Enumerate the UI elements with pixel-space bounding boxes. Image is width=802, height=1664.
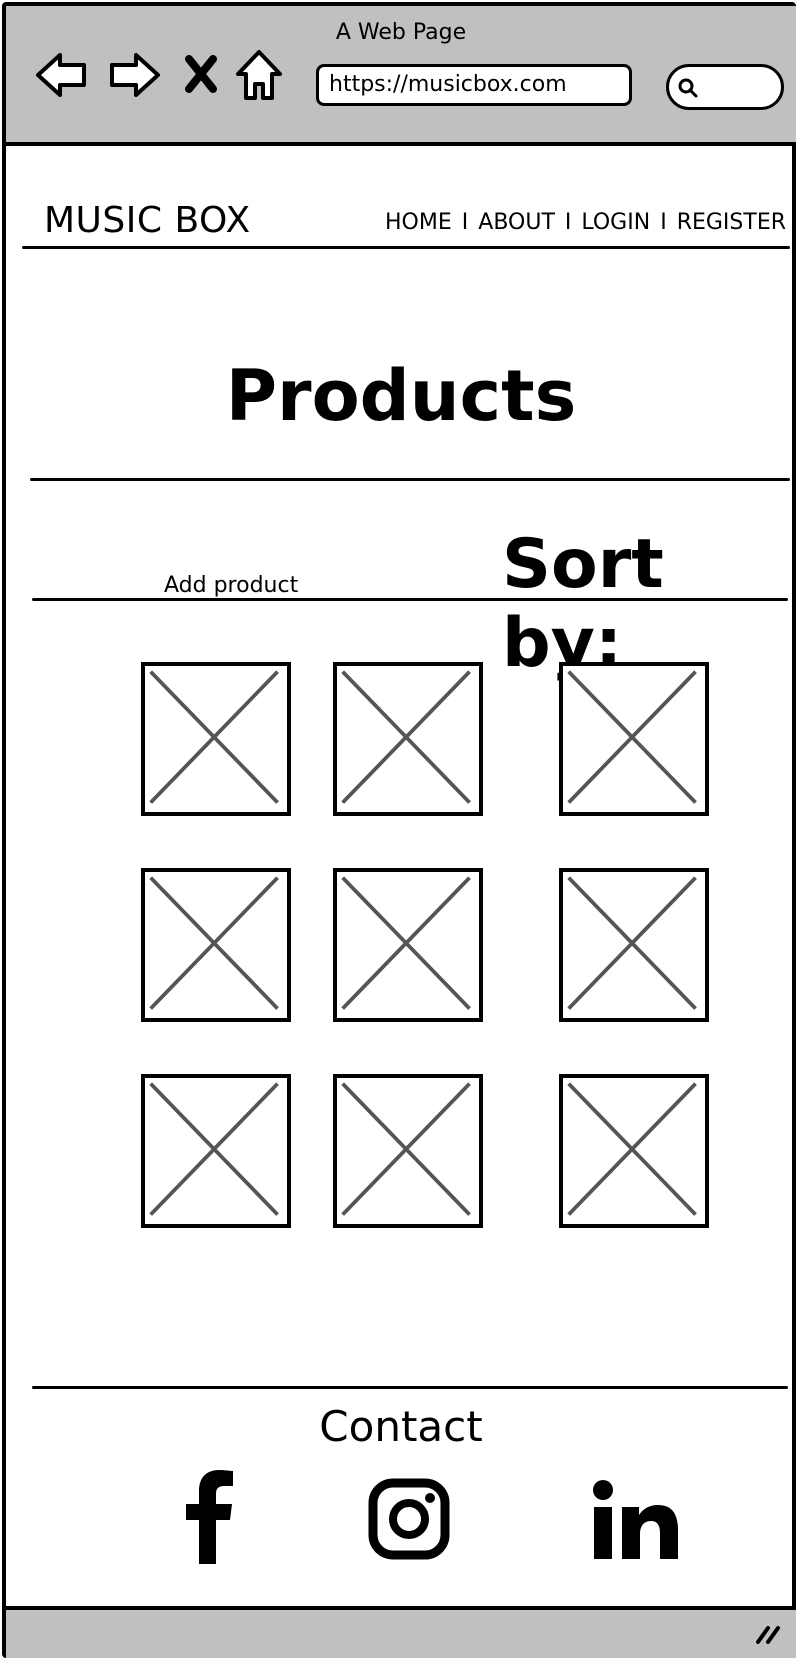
url-field[interactable]: https://musicbox.com bbox=[316, 64, 632, 106]
nav-link-register[interactable]: REGISTER bbox=[676, 210, 786, 235]
product-image-placeholder[interactable] bbox=[559, 868, 709, 1022]
site-brand[interactable]: MUSIC BOX bbox=[44, 200, 251, 241]
toolbar-divider bbox=[32, 598, 788, 601]
product-image-placeholder[interactable] bbox=[141, 662, 291, 816]
forward-arrow-icon[interactable] bbox=[106, 50, 162, 100]
title-divider bbox=[30, 478, 790, 481]
browser-search-field[interactable] bbox=[666, 64, 784, 110]
nav-separator: I bbox=[660, 210, 667, 235]
product-image-placeholder[interactable] bbox=[559, 1074, 709, 1228]
nav-link-login[interactable]: LOGIN bbox=[581, 210, 651, 235]
resize-grip-icon[interactable] bbox=[754, 1624, 782, 1648]
home-icon[interactable] bbox=[234, 48, 284, 102]
product-image-placeholder[interactable] bbox=[333, 868, 483, 1022]
window-title: A Web Page bbox=[335, 20, 467, 45]
search-icon bbox=[678, 78, 698, 98]
footer-divider bbox=[32, 1386, 788, 1389]
nav-separator: I bbox=[461, 210, 469, 235]
header-divider bbox=[22, 246, 790, 249]
back-arrow-icon[interactable] bbox=[34, 50, 90, 100]
instagram-icon[interactable] bbox=[368, 1478, 450, 1564]
nav-link-about[interactable]: ABOUT bbox=[478, 210, 555, 235]
product-image-placeholder[interactable] bbox=[333, 662, 483, 816]
top-navigation: HOME I ABOUT I LOGIN I REGISTER bbox=[385, 210, 786, 235]
contact-heading: Contact bbox=[319, 1402, 483, 1451]
facebook-icon[interactable] bbox=[186, 1470, 236, 1568]
product-image-placeholder[interactable] bbox=[559, 662, 709, 816]
browser-toolbar: A Web Page https://musicbox.com bbox=[6, 6, 796, 146]
product-image-placeholder[interactable] bbox=[141, 1074, 291, 1228]
linkedin-icon[interactable] bbox=[592, 1480, 678, 1564]
browser-status-bar bbox=[6, 1606, 796, 1658]
page-title: Products bbox=[225, 355, 577, 437]
close-icon[interactable] bbox=[184, 54, 218, 94]
product-image-placeholder[interactable] bbox=[333, 1074, 483, 1228]
add-product-link[interactable]: Add product bbox=[164, 573, 299, 598]
nav-link-home[interactable]: HOME bbox=[385, 210, 452, 235]
sort-by-control[interactable]: Sort by: bbox=[502, 525, 664, 683]
product-image-placeholder[interactable] bbox=[141, 868, 291, 1022]
nav-separator: I bbox=[564, 210, 572, 235]
